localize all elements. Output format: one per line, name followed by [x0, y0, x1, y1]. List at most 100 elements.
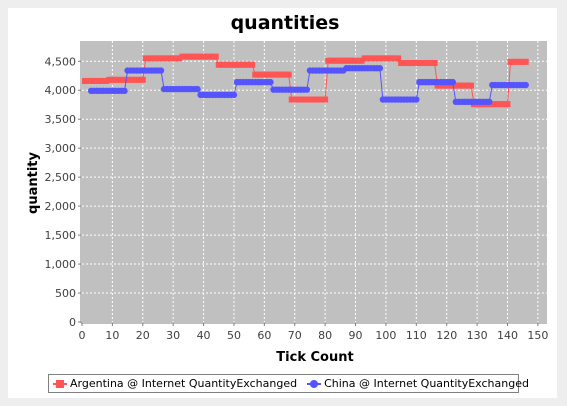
data-point: [133, 76, 140, 83]
y-tick-label: 2,000: [45, 200, 77, 213]
y-tick-label: 3,000: [45, 142, 77, 155]
data-point: [407, 60, 414, 67]
data-point: [121, 87, 128, 95]
data-point: [306, 96, 313, 103]
legend-swatch-china: [307, 379, 322, 389]
series-layer: [82, 53, 529, 108]
data-point: [243, 61, 250, 68]
x-tick-label: 0: [79, 329, 86, 342]
data-point: [513, 58, 520, 65]
data-point: [370, 55, 377, 62]
legend-item-china: China @ Internet QuantityExchanged: [307, 377, 529, 390]
data-point: [376, 65, 384, 72]
data-point: [200, 53, 207, 60]
data-point: [358, 57, 365, 64]
data-point: [334, 57, 341, 64]
data-point: [118, 76, 125, 83]
data-point: [145, 55, 152, 62]
legend-label-argentina: Argentina @ Internet QuantityExchanged: [70, 377, 298, 390]
data-point: [419, 60, 426, 67]
data-point: [170, 55, 177, 62]
data-point: [291, 96, 298, 103]
data-point: [212, 53, 219, 60]
data-point: [246, 61, 253, 68]
data-point: [194, 53, 201, 60]
data-point: [288, 96, 295, 103]
y-tick-label: 2,500: [45, 171, 77, 184]
data-point: [309, 96, 316, 103]
data-point: [88, 77, 95, 84]
data-point: [392, 55, 399, 62]
data-point: [255, 71, 262, 78]
data-point: [151, 55, 158, 62]
y-tick-label: 0: [69, 316, 76, 329]
axes: 0 10 20 30 40 50 60 70 80 90 100 110 120 130 140 150 0 50…: [45, 41, 548, 342]
data-point: [154, 55, 161, 62]
data-point: [413, 96, 420, 103]
data-point: [267, 71, 274, 78]
data-point: [316, 96, 323, 103]
y-axis-label: quantity: [26, 152, 41, 214]
data-point: [237, 61, 244, 68]
data-point: [109, 76, 116, 83]
data-point: [85, 77, 92, 84]
x-tick-label: 80: [318, 329, 332, 342]
data-point: [94, 77, 101, 84]
data-point: [401, 60, 408, 67]
data-point: [346, 57, 353, 64]
data-point: [425, 60, 432, 67]
data-point: [340, 57, 347, 64]
data-point: [103, 77, 110, 84]
x-tick-label: 30: [166, 329, 180, 342]
data-point: [382, 55, 389, 62]
data-point: [230, 61, 237, 68]
data-point: [176, 55, 183, 62]
data-point: [142, 55, 149, 62]
data-point: [437, 82, 444, 89]
data-point: [234, 61, 240, 68]
data-point: [124, 76, 131, 83]
data-point: [461, 82, 468, 89]
data-point: [349, 57, 356, 64]
data-point: [206, 53, 213, 60]
data-point: [127, 76, 134, 83]
data-point: [136, 76, 143, 83]
data-point: [121, 76, 128, 83]
data-point: [455, 82, 462, 89]
x-tick-label: 10: [105, 329, 119, 342]
data-point: [267, 78, 274, 86]
data-point: [215, 61, 222, 68]
data-point: [489, 101, 496, 108]
series-argentina: [82, 53, 529, 108]
data-point: [404, 60, 411, 67]
data-point: [194, 85, 201, 93]
x-tick-label: 130: [467, 329, 488, 342]
data-point: [179, 53, 186, 60]
data-point: [434, 82, 441, 89]
data-point: [501, 101, 508, 108]
data-point: [322, 96, 329, 103]
data-point: [276, 71, 283, 78]
data-point: [389, 55, 395, 62]
data-point: [507, 58, 514, 65]
x-tick-label: 120: [436, 329, 457, 342]
data-point: [173, 55, 180, 62]
data-point: [303, 96, 310, 103]
data-point: [273, 71, 280, 78]
data-point: [218, 61, 225, 68]
data-point: [468, 82, 475, 89]
data-point: [495, 101, 502, 108]
data-point: [443, 82, 450, 89]
data-point: [492, 101, 499, 108]
data-point: [440, 82, 447, 89]
data-point: [416, 60, 423, 67]
x-tick-label: 140: [497, 329, 518, 342]
data-point: [285, 71, 292, 78]
x-tick-label: 40: [197, 329, 211, 342]
data-point: [498, 101, 505, 108]
data-point: [398, 60, 405, 67]
data-point: [161, 55, 168, 62]
data-point: [282, 71, 289, 78]
data-point: [325, 57, 332, 64]
